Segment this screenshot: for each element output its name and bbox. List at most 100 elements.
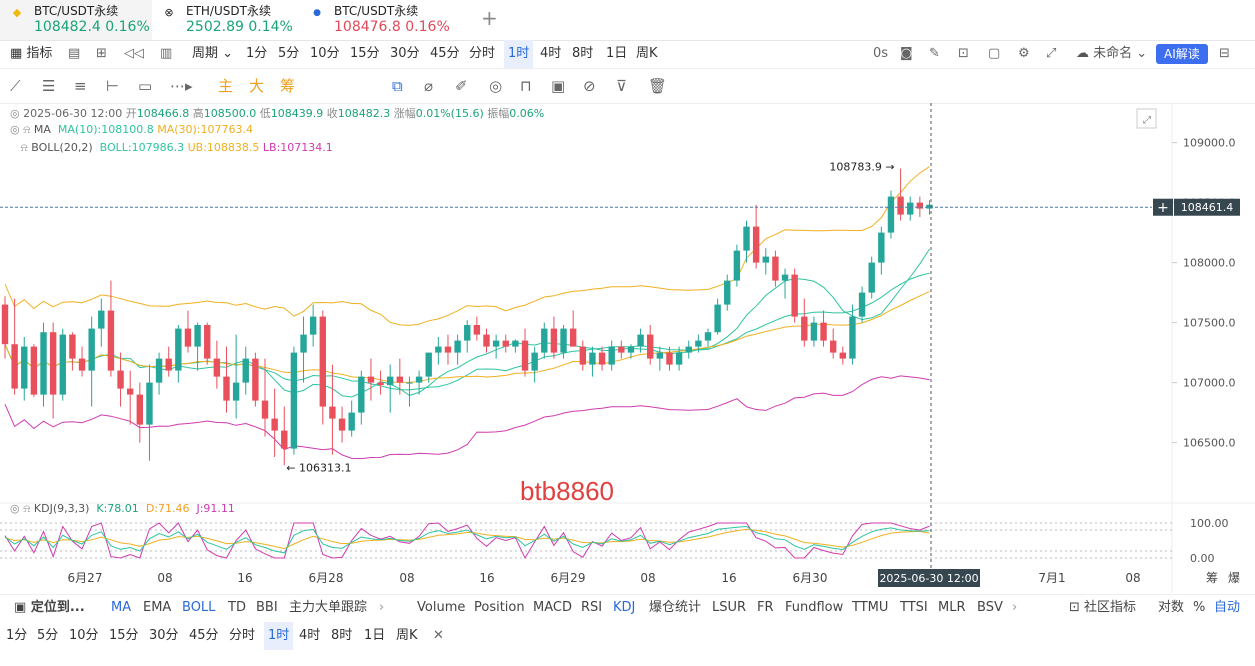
ind-liquidation[interactable]: 爆仓统计 [649,600,702,615]
ind-volume[interactable]: Volume [417,600,466,615]
expand-icon[interactable] [1136,108,1157,129]
kdj-tick-label: 100.00 [1190,517,1229,530]
candlestick-chart[interactable]: 109000.0 108500.0 108000.0 107500.0 107000.0… [0,103,1255,593]
interval-30m[interactable]: 30分 [390,46,420,61]
percent-scale-toggle[interactable]: % [1193,600,1206,615]
interval-15m[interactable]: 15分 [350,46,380,61]
channel-icon[interactable]: ≡ [74,77,87,95]
pencil-icon[interactable]: ✎ [929,46,940,61]
close-icon[interactable]: ✕ [433,628,444,643]
calendar-icon[interactable]: ▤ [68,46,81,61]
b-interval-timeshare[interactable]: 分时 [229,628,256,643]
chevron-right-icon[interactable]: › [379,600,385,615]
candle-body [762,256,769,263]
settings-icon[interactable]: ⚙ [1018,46,1030,61]
b-interval-4h[interactable]: 4时 [299,628,321,643]
ind-lsur[interactable]: LSUR [712,600,747,615]
template-dropdown[interactable]: ☁ 未命名 ⌄ [1076,46,1148,61]
x-axis-extra: 筹 [1206,571,1218,585]
b-interval-week[interactable]: 周K [396,628,418,643]
b-interval-10m[interactable]: 10分 [69,628,99,643]
rectangle-icon[interactable]: ▭ [138,77,153,95]
rewind-icon[interactable]: ◁◁ [124,46,144,61]
cross-line-icon[interactable]: ⊢ [106,77,120,95]
ind-boll[interactable]: BOLL [182,600,216,615]
chevron-right-icon[interactable]: › [1012,600,1018,615]
b-interval-1m[interactable]: 1分 [6,628,28,643]
candle-body [791,274,798,317]
trash-icon[interactable]: 🗑 [648,77,668,95]
ind-td[interactable]: TD [228,600,246,615]
interval-5m[interactable]: 5分 [278,46,300,61]
ai-analysis-button[interactable]: AI解读 [1156,44,1208,64]
add-tab-icon[interactable]: + [481,6,498,30]
candle-body [242,358,249,383]
indicator-button[interactable]: ▦ 指标 [10,46,53,61]
magnet-icon[interactable]: ⊘ [583,77,596,95]
interval-10m[interactable]: 10分 [310,46,340,61]
auto-scale-toggle[interactable]: 自动 [1214,600,1241,615]
layout-icon[interactable]: ▥ [160,46,173,61]
interval-1h[interactable]: 1时 [504,40,534,68]
b-interval-8h[interactable]: 8时 [331,628,353,643]
b-interval-1d[interactable]: 1日 [364,628,386,643]
eye-icon[interactable]: ◎ [489,77,503,95]
ind-kdj[interactable]: KDJ [613,600,636,615]
b-interval-30m[interactable]: 30分 [149,628,179,643]
copy-icon[interactable]: ⧉ [392,77,403,95]
period-dropdown[interactable]: 周期 ⌄ [192,46,234,61]
ind-mlr[interactable]: MLR [938,600,966,615]
tab-btc-usdt-perp-2[interactable]: ● BTC/USDT永续 108476.8 0.16% [300,0,460,40]
more-icon[interactable]: ⋯▸ [170,77,193,95]
b-interval-15m[interactable]: 15分 [109,628,139,643]
ind-ttsi[interactable]: TTSI [900,600,928,615]
ind-ttmu[interactable]: TTMU [852,600,889,615]
b-interval-5m[interactable]: 5分 [37,628,59,643]
interval-week[interactable]: 周K [636,46,658,61]
crop-icon[interactable]: ⊡ [958,46,969,61]
ind-bsv[interactable]: BSV [977,600,1003,615]
brush-icon[interactable]: ✐ [455,77,468,95]
tab-eth-usdt-perp[interactable]: ⊗ ETH/USDT永续 2502.89 0.14% [152,0,302,40]
crosshair-plus-button[interactable] [1153,198,1173,216]
edit-icon[interactable]: ▣ [551,77,566,95]
interval-8h[interactable]: 8时 [572,46,594,61]
b-interval-1h[interactable]: 1时 [264,622,294,650]
b-interval-45m[interactable]: 45分 [189,628,219,643]
fullscreen-icon[interactable]: ⤢ [1046,46,1057,61]
ind-main-force[interactable]: 主力大单跟踪 [289,600,368,615]
interval-45m[interactable]: 45分 [430,46,460,61]
link-icon[interactable]: ⌀ [424,77,434,95]
log-scale-toggle[interactable]: 对数 [1158,600,1185,615]
locate-button[interactable]: ▣ 定位到... [14,600,85,615]
lock-icon[interactable]: ⊓ [520,77,532,95]
candle-body [358,376,365,413]
ind-macd[interactable]: MACD [533,600,572,615]
interval-timeshare[interactable]: 分时 [469,46,496,61]
tab-btc-usdt-perp[interactable]: ◆ BTC/USDT永续 108482.4 0.16% [0,0,152,40]
interval-1m[interactable]: 1分 [246,46,268,61]
compare-icon[interactable]: ⊞ [96,46,107,61]
trendline-icon[interactable]: ⟋ [10,77,21,95]
ind-bbi[interactable]: BBI [256,600,278,615]
ind-ema[interactable]: EMA [143,600,172,615]
interval-1d[interactable]: 1日 [606,46,628,61]
ind-fundflow[interactable]: Fundflow [785,600,844,615]
kdj-legend[interactable]: ◎ ⍾ KDJ(9,3,3) K:78.01 D:71.46 J:91.11 [10,502,235,515]
interval-4h[interactable]: 4时 [540,46,562,61]
ind-fr[interactable]: FR [757,600,774,615]
community-indicators-button[interactable]: ⊡ 社区指标 [1069,600,1137,615]
window-icon[interactable]: ▢ [988,46,1001,61]
x-tick-label: 08 [1125,571,1140,585]
filter-icon[interactable]: ⊽ [616,77,627,95]
ma-legend[interactable]: ◎ ⍾ MA MA(10):108100.8 MA(30):107763.4 [10,123,253,136]
eth-icon: ⊗ [164,6,174,19]
countdown: 0s [873,46,889,61]
ind-position[interactable]: Position [474,600,525,615]
layout-grid-icon[interactable]: ⊟ [1219,46,1230,61]
camera-icon[interactable]: ◙ [900,46,913,61]
horizontal-lines-icon[interactable]: ☰ [42,77,56,95]
ind-ma[interactable]: MA [111,600,132,615]
boll-legend[interactable]: ⍾ BOLL(20,2) BOLL:107986.3 UB:108838.5 L… [10,141,333,154]
ind-rsi[interactable]: RSI [581,600,603,615]
